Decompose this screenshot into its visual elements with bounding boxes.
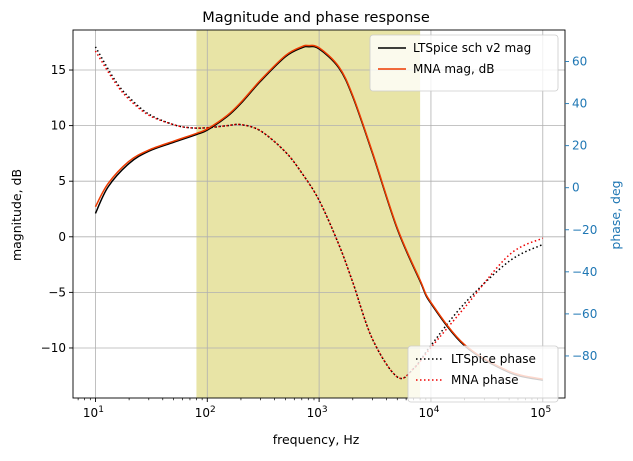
chart-title: Magnitude and phase response: [202, 10, 430, 26]
y-tick-label-right: −20: [572, 223, 597, 237]
x-tick-label: 105: [530, 405, 551, 420]
legend-label: LTSpice sch v2 mag: [413, 41, 531, 55]
y-axis-label-left: magnitude, dB: [9, 169, 24, 261]
x-tick-label: 103: [307, 405, 328, 420]
y-tick-label-right: 40: [572, 97, 587, 111]
x-tick-label: 104: [418, 405, 439, 420]
y-tick-label-right: −40: [572, 265, 597, 279]
y-tick-label-right: −60: [572, 307, 597, 321]
x-axis-label: frequency, Hz: [273, 432, 360, 447]
y-axis-label-right: phase, deg: [608, 180, 623, 249]
y-tick-label-left: 10: [51, 119, 66, 133]
y-tick-label-left: −10: [41, 341, 66, 355]
x-tick-label: 101: [83, 405, 104, 420]
y-tick-label-left: 0: [58, 230, 66, 244]
series-line-1: [94, 44, 543, 380]
legend-label: MNA phase: [451, 373, 519, 387]
legend-box: [369, 34, 559, 92]
y-tick-label-right: 0: [572, 181, 580, 195]
legend-box: [407, 345, 559, 403]
legend-magnitude: LTSpice sch v2 mag MNA mag, dB: [369, 34, 559, 92]
y-tick-label-right: 60: [572, 55, 587, 69]
legend-label: MNA mag, dB: [413, 62, 495, 76]
y-tick-label-left: 15: [51, 63, 66, 77]
legend-label: LTSpice phase: [451, 352, 536, 366]
y-tick-label-right: 20: [572, 139, 587, 153]
y-tick-label-left: −5: [48, 285, 66, 299]
y-tick-label-right: −80: [572, 349, 597, 363]
y-tick-label-left: 5: [58, 174, 66, 188]
x-tick-label: 102: [195, 405, 216, 420]
legend-phase: LTSpice phase MNA phase: [407, 345, 559, 403]
